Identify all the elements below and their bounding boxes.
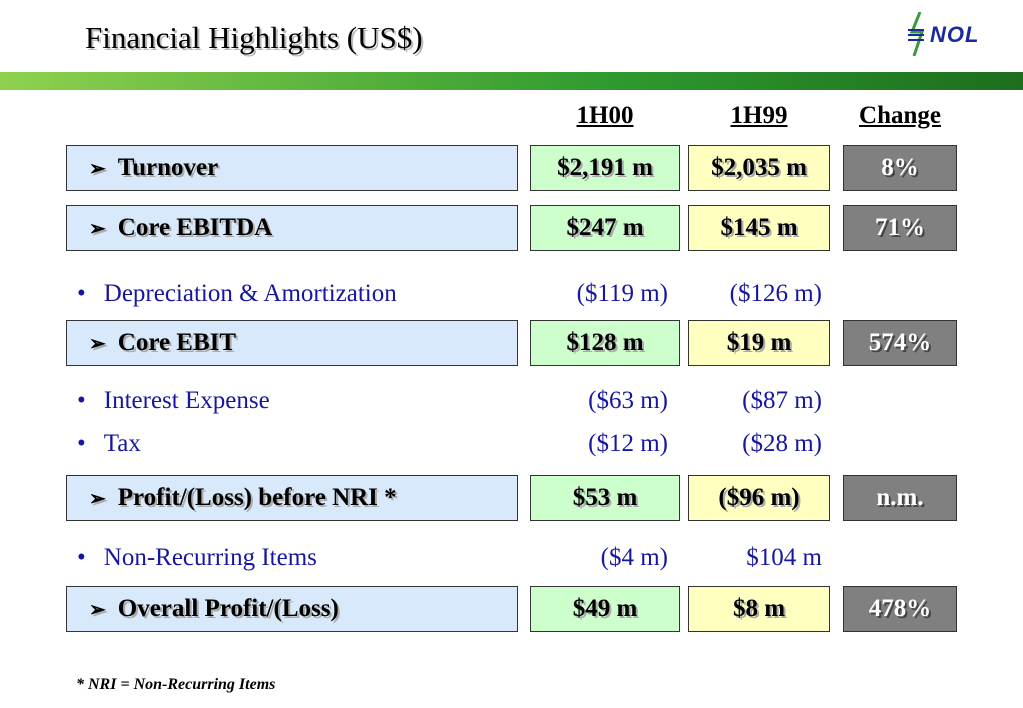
logo: NOL <box>930 22 980 47</box>
row-value: $8 m <box>688 586 830 632</box>
row-value: $2,191 m <box>530 145 680 191</box>
row-value: $2,035 m <box>688 145 830 191</box>
green-bar <box>0 72 1023 90</box>
row-label: Profit/(Loss) before NRI * <box>66 475 518 521</box>
row-value: $49 m <box>530 586 680 632</box>
bullet-label: Non-Recurring Items <box>77 544 317 572</box>
row-value: 8% <box>843 145 957 191</box>
footnote: * NRI = Non-Recurring Items <box>76 676 276 693</box>
row-value: 71% <box>843 205 957 251</box>
bullet-label: Tax <box>77 430 141 458</box>
bullet-label: Depreciation & Amortization <box>77 280 397 308</box>
row-value: ($96 m) <box>688 475 830 521</box>
bullet-value: ($87 m) <box>742 387 822 414</box>
row-value: 478% <box>843 586 957 632</box>
row-value: 574% <box>843 320 957 366</box>
bullet-value: ($63 m) <box>588 387 668 414</box>
row-value: $19 m <box>688 320 830 366</box>
row-value: n.m. <box>843 475 957 521</box>
row-label: Overall Profit/(Loss) <box>66 586 518 632</box>
row-label: Core EBIT <box>66 320 518 366</box>
column-header: Change <box>859 102 941 129</box>
row-label: Core EBITDA <box>66 205 518 251</box>
bullet-value: $104 m <box>746 544 822 571</box>
bullet-value: ($119 m) <box>576 280 668 307</box>
row-value: $145 m <box>688 205 830 251</box>
row-label: Turnover <box>66 145 518 191</box>
bullet-value: ($4 m) <box>600 544 668 571</box>
row-value: $247 m <box>530 205 680 251</box>
row-value: $53 m <box>530 475 680 521</box>
bullet-value: ($12 m) <box>588 430 668 457</box>
bullet-label: Interest Expense <box>77 387 270 415</box>
row-value: $128 m <box>530 320 680 366</box>
column-header: 1H99 <box>730 102 788 129</box>
column-header: 1H00 <box>576 102 634 129</box>
title: Financial Highlights (US$) <box>85 20 423 55</box>
logo-icon <box>908 12 925 56</box>
bullet-value: ($126 m) <box>729 280 822 307</box>
bullet-value: ($28 m) <box>742 430 822 457</box>
